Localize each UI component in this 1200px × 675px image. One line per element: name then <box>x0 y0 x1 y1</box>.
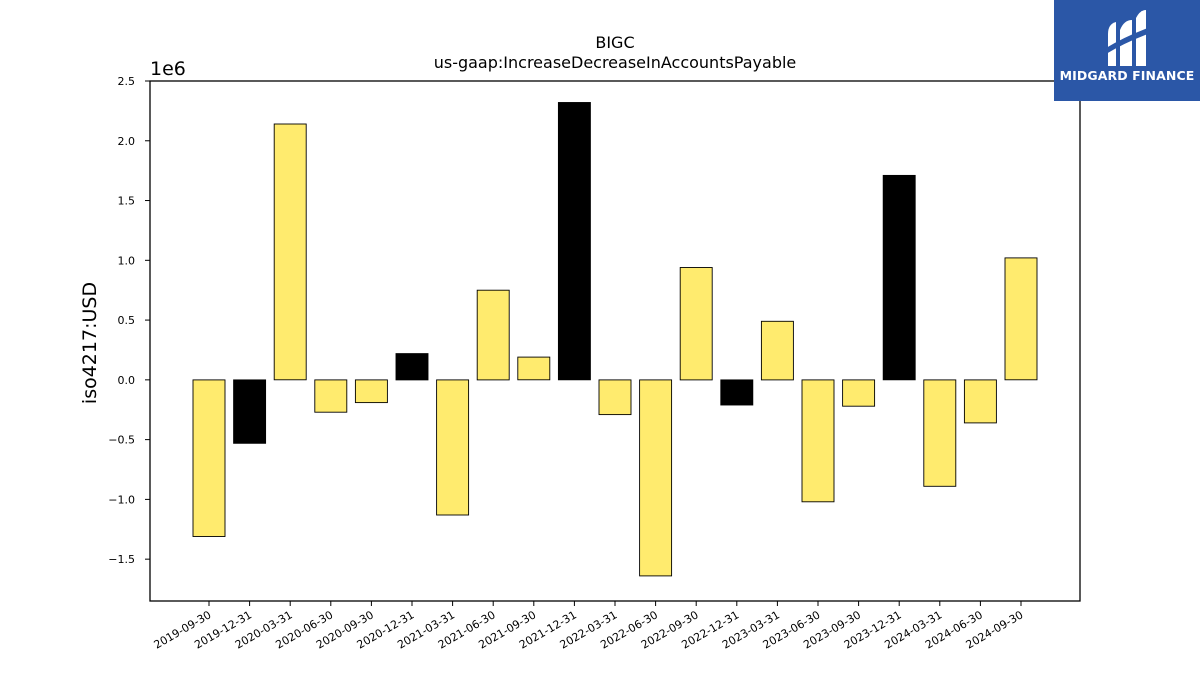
y-tick-label: −0.5 <box>108 434 135 447</box>
y-tick-label: −1.5 <box>108 553 135 566</box>
logo-text: MIDGARD FINANCE <box>1059 68 1195 83</box>
y-tick-label: 2.5 <box>118 75 136 88</box>
y-tick-label: 1.5 <box>118 195 136 208</box>
bar-2023-03-31 <box>760 320 794 381</box>
bar-2024-09-30 <box>1004 257 1038 381</box>
plot-frame <box>149 80 1081 602</box>
bar-2023-06-30 <box>801 379 835 503</box>
bar-2022-09-30 <box>679 267 713 381</box>
bar-2021-12-31 <box>557 102 591 381</box>
bars-group <box>192 102 1038 577</box>
y-axis-label: iso4217:USD <box>79 282 101 404</box>
midgard-finance-logo: MIDGARD FINANCE <box>1054 0 1200 101</box>
bar-2019-12-31 <box>233 379 267 444</box>
y-tick-label: 2.0 <box>118 135 136 148</box>
bar-2020-12-31 <box>395 353 429 381</box>
y-scale-label: 1e6 <box>150 58 186 80</box>
bar-2021-03-31 <box>436 379 470 516</box>
y-tick-label: 1.0 <box>118 254 136 267</box>
bar-2022-06-30 <box>639 379 673 577</box>
x-axis-ticks: 2019-09-302019-12-312020-03-312020-06-30… <box>152 601 1026 652</box>
bar-2022-03-31 <box>598 379 632 416</box>
y-tick-label: 0.5 <box>118 314 136 327</box>
bar-2020-06-30 <box>314 379 348 413</box>
midgard-logo-icon <box>1106 10 1148 66</box>
bar-2019-09-30 <box>192 379 226 537</box>
bar-2022-12-31 <box>720 379 754 406</box>
chart-subtitle: us-gaap:IncreaseDecreaseInAccountsPayabl… <box>434 53 797 72</box>
bar-2023-12-31 <box>882 174 916 381</box>
y-tick-label: 0.0 <box>118 374 136 387</box>
bar-2023-09-30 <box>842 379 876 407</box>
bar-2021-09-30 <box>517 356 551 381</box>
bar-2021-06-30 <box>476 289 510 381</box>
bar-2020-03-31 <box>273 123 307 381</box>
bar-2024-06-30 <box>963 379 997 424</box>
chart-title: BIGC <box>595 33 634 52</box>
y-tick-label: −1.0 <box>108 493 135 506</box>
bar-2020-09-30 <box>354 379 388 404</box>
bar-2024-03-31 <box>923 379 957 487</box>
y-axis-ticks: −1.5 −1.0 −0.5 0.0 0.5 1.0 1.5 2.0 2.5 <box>108 75 150 566</box>
